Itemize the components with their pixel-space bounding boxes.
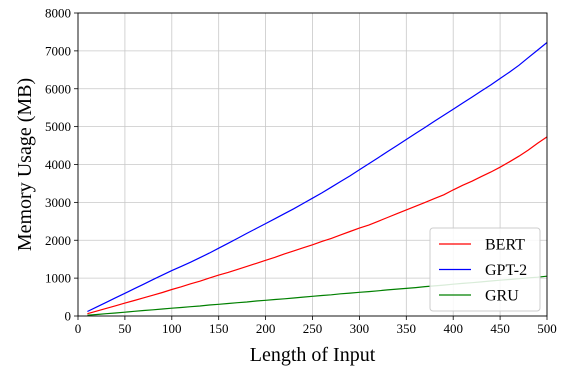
y-axis-ticks: 0 1000 2000 3000 4000 5000 6000 7000 8000: [45, 6, 78, 324]
x-axis-label: Length of Input: [250, 344, 376, 366]
x-tick-label: 200: [256, 321, 276, 336]
y-tick-label: 8000: [45, 6, 71, 21]
series-line-bert: [87, 136, 548, 315]
x-tick-label: 350: [397, 321, 417, 336]
x-tick-label: 250: [303, 321, 323, 336]
y-tick-label: 1000: [45, 271, 71, 286]
x-tick-label: 300: [350, 321, 370, 336]
x-tick-label: 500: [537, 321, 557, 336]
y-axis-label: Memory Usage (MB): [14, 78, 36, 251]
x-tick-label: 150: [209, 321, 229, 336]
legend-label: GRU: [485, 288, 519, 305]
y-tick-label: 7000: [45, 43, 71, 58]
y-tick-label: 5000: [45, 119, 71, 134]
legend-label: GPT-2: [485, 262, 527, 279]
y-tick-label: 6000: [45, 81, 71, 96]
legend: BERT GPT-2 GRU: [429, 227, 541, 312]
y-tick-label: 2000: [45, 233, 71, 248]
x-axis-ticks: 0 50 100 150 200 250 300 350 400 450 500: [75, 316, 557, 336]
x-tick-label: 450: [490, 321, 510, 336]
y-tick-label: 0: [65, 309, 72, 324]
legend-label: BERT: [485, 237, 525, 254]
legend-box: [429, 227, 541, 312]
y-tick-label: 3000: [45, 195, 71, 210]
x-tick-label: 50: [118, 321, 131, 336]
series-line-gpt-2: [87, 42, 548, 313]
x-tick-label: 0: [75, 321, 82, 336]
y-tick-label: 4000: [45, 157, 71, 172]
x-tick-label: 100: [162, 321, 182, 336]
x-tick-label: 400: [443, 321, 463, 336]
